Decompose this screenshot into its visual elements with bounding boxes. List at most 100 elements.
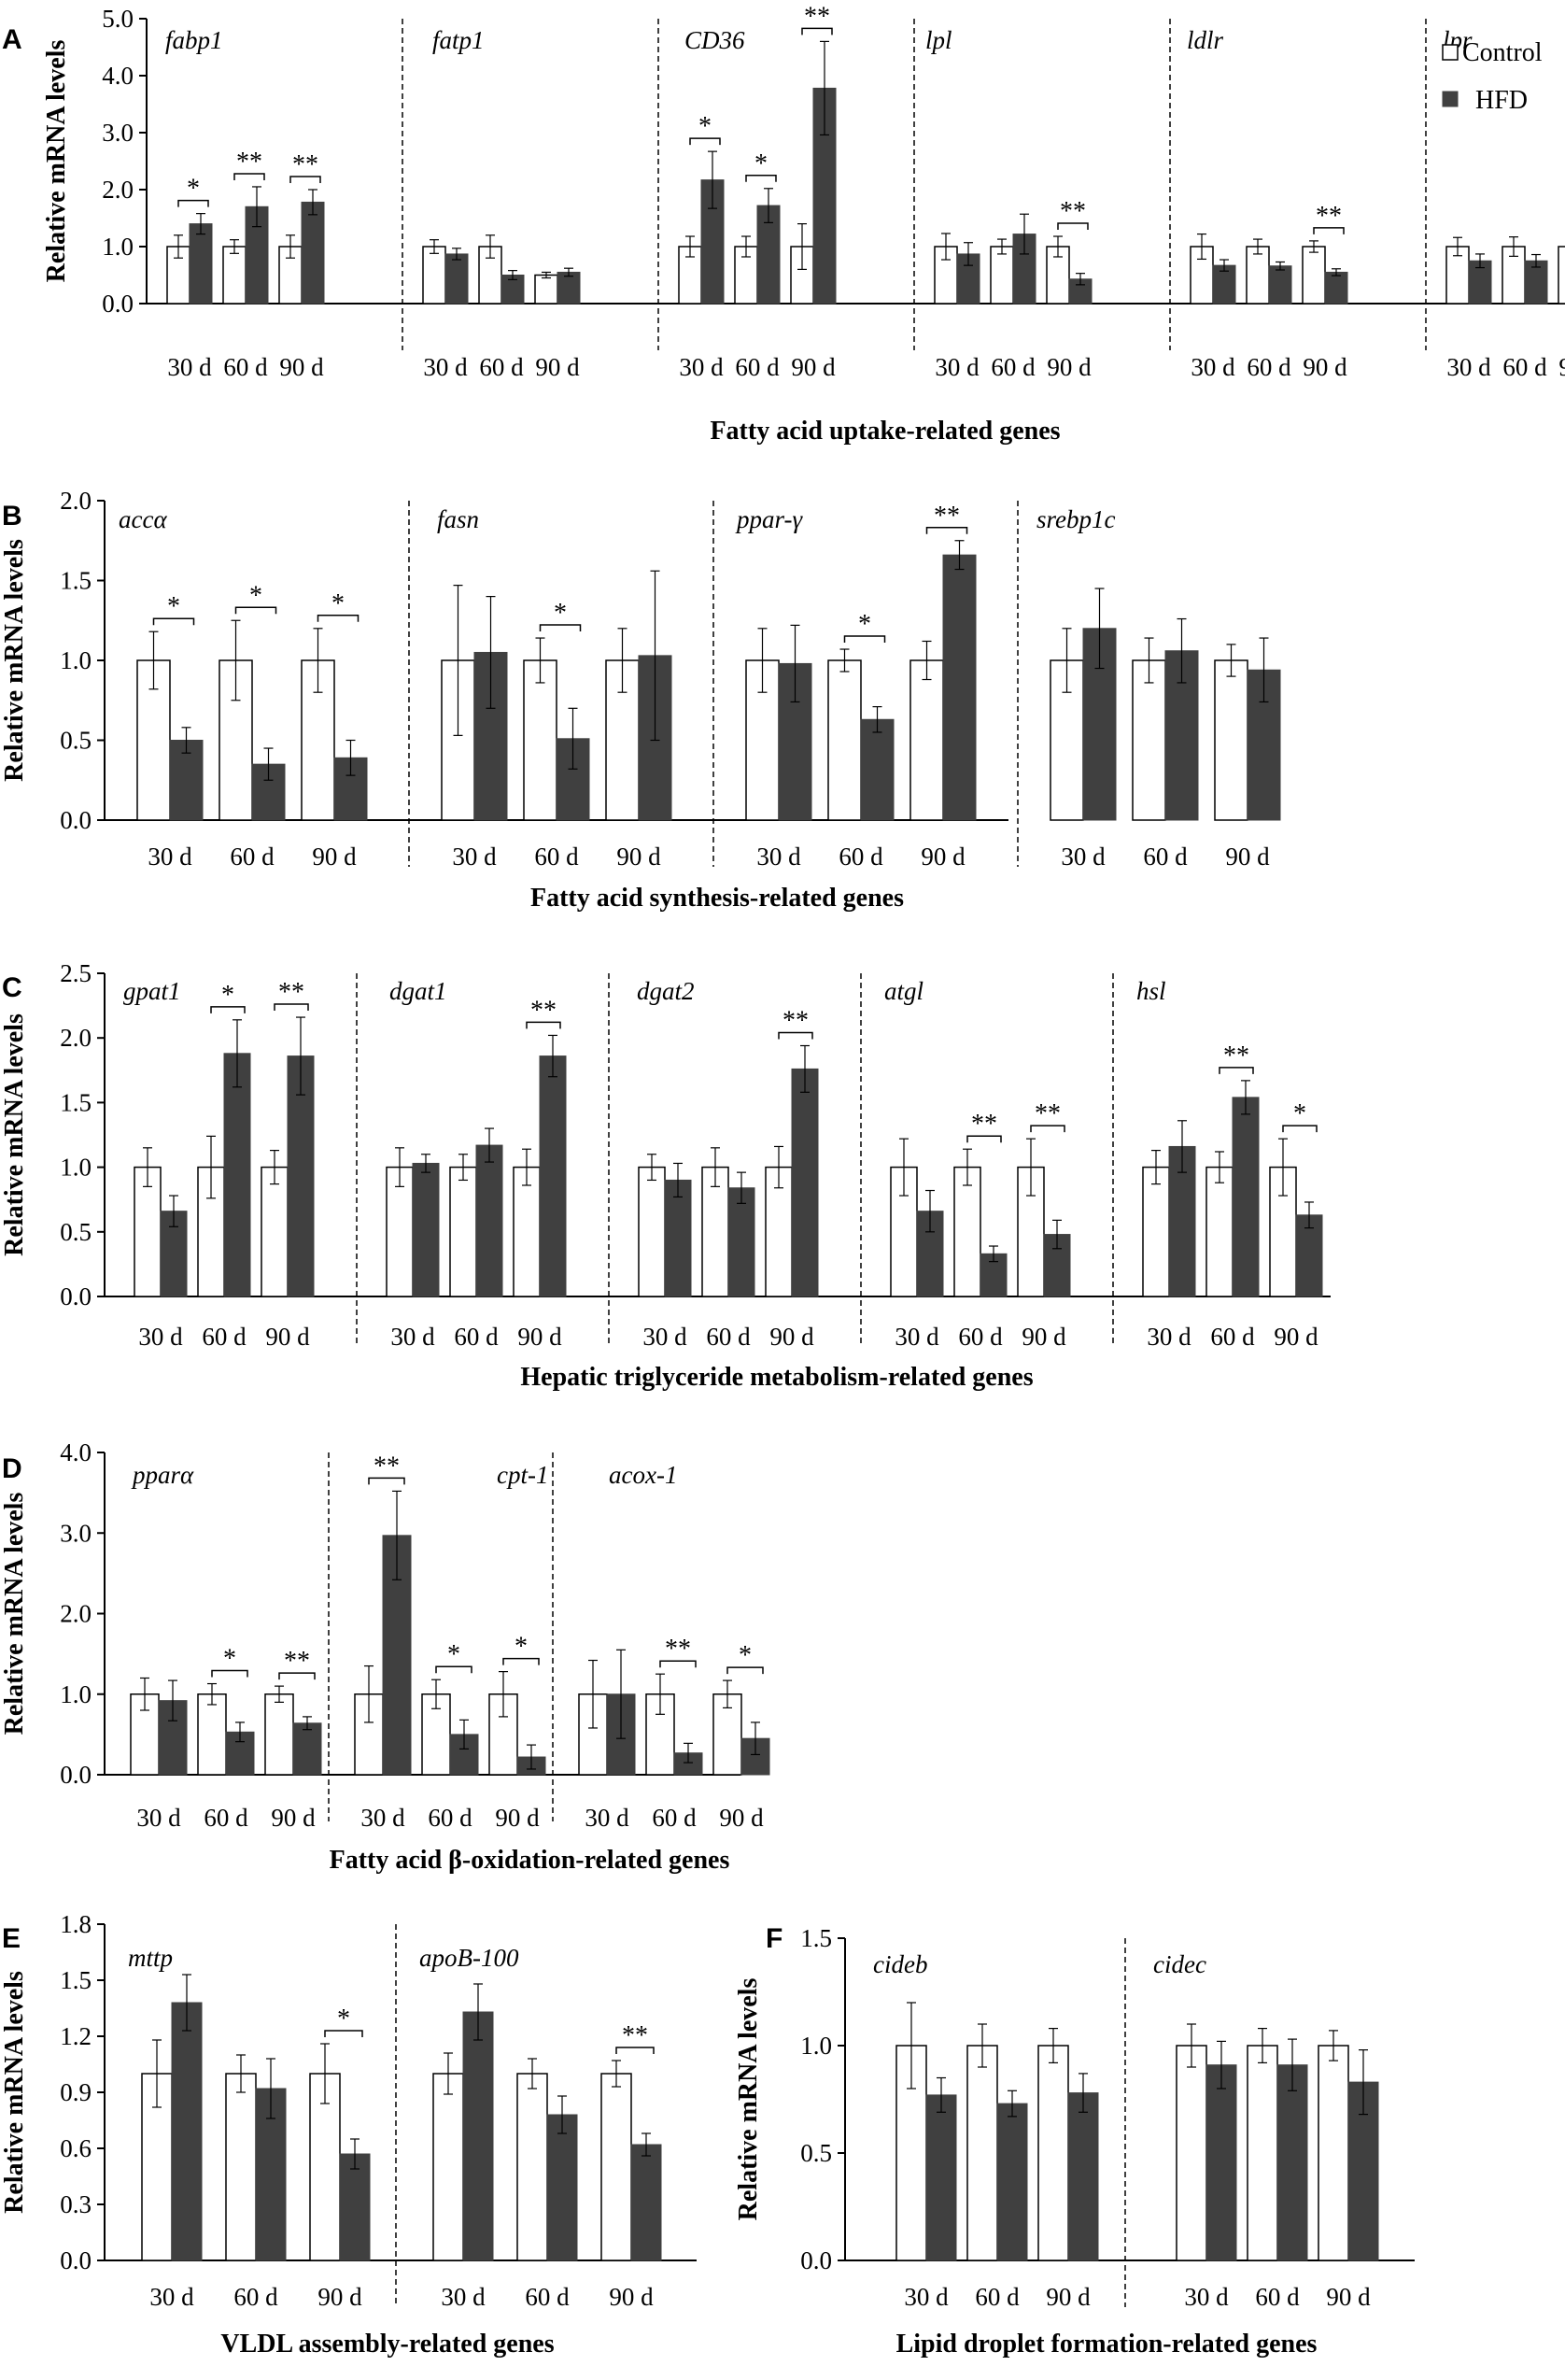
significance-bracket bbox=[526, 1021, 561, 1029]
bar-control bbox=[432, 2073, 464, 2261]
x-tick-label: 30 d bbox=[1191, 353, 1235, 381]
bar-control bbox=[909, 659, 944, 821]
significance-bracket bbox=[289, 176, 321, 183]
chart-panel-C: C 0.0 0.5 1.0 1.5 2.0 2.5 Relative mRNA levels H… bbox=[0, 959, 1331, 1392]
significance-bracket bbox=[502, 1657, 540, 1665]
significance-label: * bbox=[858, 610, 871, 639]
y-tick-label: 0.0 bbox=[60, 806, 92, 834]
significance-label: * bbox=[221, 981, 234, 1010]
gene-group-acox-1: acox-1 30 d ** 60 d * 90 d bbox=[552, 1452, 770, 1832]
bar-control bbox=[1558, 246, 1565, 305]
bar-control bbox=[678, 246, 702, 305]
gene-label: cideb bbox=[873, 1950, 927, 1978]
significance-label: * bbox=[739, 1641, 752, 1670]
bar-control bbox=[1132, 659, 1166, 821]
legend-swatch-hfd bbox=[1442, 91, 1459, 107]
significance-label: * bbox=[754, 149, 768, 178]
significance-label: * bbox=[447, 1640, 460, 1669]
bar-hfd bbox=[791, 1068, 819, 1297]
x-tick-label: 30 d bbox=[1446, 353, 1491, 381]
gene-label: fatp1 bbox=[432, 26, 485, 54]
y-tick-label: 2.0 bbox=[60, 1024, 92, 1052]
x-tick-label: 90 d bbox=[719, 1804, 764, 1832]
bar-control bbox=[1214, 659, 1248, 821]
x-tick-label: 90 d bbox=[1326, 2283, 1371, 2311]
significance-label: ** bbox=[665, 1635, 691, 1664]
bar-hfd bbox=[1205, 2064, 1237, 2261]
bar-control bbox=[222, 246, 247, 305]
panel-letter: A bbox=[2, 24, 22, 55]
x-tick-label: 30 d bbox=[136, 1804, 181, 1832]
significance-bracket bbox=[925, 527, 968, 534]
bar-control bbox=[197, 1693, 227, 1776]
x-tick-label: 60 d bbox=[202, 1323, 247, 1351]
significance-label: ** bbox=[971, 1110, 997, 1139]
x-tick-label: 30 d bbox=[167, 353, 212, 381]
x-tick-label: 60 d bbox=[975, 2283, 1020, 2311]
bar-control bbox=[827, 659, 862, 821]
y-tick-label: 0.0 bbox=[60, 1282, 92, 1310]
bar-hfd bbox=[462, 2011, 494, 2261]
y-tick-label: 1.0 bbox=[800, 2032, 832, 2060]
x-tick-label: 30 d bbox=[935, 353, 980, 381]
significance-label: ** bbox=[622, 2021, 648, 2050]
significance-label: * bbox=[1293, 1099, 1306, 1128]
significance-bracket bbox=[233, 173, 265, 180]
x-tick-label: 90 d bbox=[791, 353, 836, 381]
legend: Control HFD bbox=[1442, 38, 1543, 115]
bar-hfd bbox=[539, 1055, 567, 1297]
significance-bracket bbox=[689, 137, 721, 146]
x-tick-label: 90 d bbox=[921, 843, 966, 871]
bar-hfd bbox=[925, 2094, 957, 2261]
gene-group-hsl: hsl 30 d ** 60 d * 90 d bbox=[1112, 973, 1323, 1351]
bar-hfd bbox=[664, 1179, 692, 1297]
bar-control bbox=[600, 2073, 632, 2261]
x-tick-label: 30 d bbox=[390, 1323, 435, 1351]
y-tick-label: 4.0 bbox=[102, 62, 134, 90]
y-tick-label: 5.0 bbox=[102, 5, 134, 33]
y-tick-label: 0.3 bbox=[60, 2190, 92, 2218]
bar-control bbox=[1176, 2045, 1207, 2261]
x-tick-label: 60 d bbox=[735, 353, 780, 381]
bar-control bbox=[278, 246, 303, 305]
bar-hfd bbox=[171, 2002, 203, 2261]
x-tick-label: 60 d bbox=[534, 843, 579, 871]
bar-hfd bbox=[1212, 264, 1236, 305]
x-axis-title: VLDL assembly-related genes bbox=[220, 2330, 554, 2359]
significance-bracket bbox=[274, 1003, 309, 1012]
x-tick-label: 60 d bbox=[230, 843, 275, 871]
significance-label: * bbox=[554, 599, 567, 628]
y-tick-label: 2.0 bbox=[102, 176, 134, 204]
significance-bracket bbox=[659, 1660, 697, 1668]
significance-bracket bbox=[726, 1666, 764, 1675]
bar-hfd bbox=[339, 2153, 371, 2261]
x-tick-label: 60 d bbox=[1210, 1323, 1255, 1351]
x-tick-label: 90 d bbox=[279, 353, 324, 381]
significance-bracket bbox=[177, 199, 209, 207]
x-tick-label: 90 d bbox=[517, 1323, 562, 1351]
gene-label: acox-1 bbox=[609, 1461, 677, 1489]
bar-hfd bbox=[475, 1144, 503, 1297]
gene-label: dgat1 bbox=[389, 977, 447, 1005]
panel-letter: D bbox=[2, 1453, 22, 1484]
bar-hfd bbox=[287, 1055, 315, 1297]
x-tick-label: 90 d bbox=[616, 843, 661, 871]
x-tick-label: 30 d bbox=[585, 1804, 629, 1832]
x-tick-label: 30 d bbox=[423, 353, 468, 381]
x-tick-label: 90 d bbox=[265, 1323, 310, 1351]
significance-bracket bbox=[1313, 227, 1345, 234]
x-tick-label: 30 d bbox=[1061, 843, 1106, 871]
x-axis-title: Hepatic triglyceride metabolism-related … bbox=[520, 1363, 1033, 1392]
legend-label-control: Control bbox=[1462, 38, 1543, 67]
x-tick-label: 60 d bbox=[652, 1804, 697, 1832]
significance-bracket bbox=[1219, 1067, 1254, 1074]
gene-label: cpt-1 bbox=[497, 1461, 548, 1489]
chart-panel-D: D 0.0 1.0 2.0 3.0 4.0 Relative mRNA levels Fatt… bbox=[0, 1438, 770, 1875]
bar-hfd bbox=[1295, 1214, 1323, 1297]
significance-label: * bbox=[698, 112, 712, 141]
significance-bracket bbox=[324, 2030, 363, 2037]
gene-group-dgat2: dgat2 30 d 60 d ** 90 d bbox=[608, 973, 819, 1351]
significance-bracket bbox=[435, 1665, 472, 1674]
significance-label: * bbox=[515, 1633, 528, 1662]
x-tick-label: 30 d bbox=[138, 1323, 183, 1351]
